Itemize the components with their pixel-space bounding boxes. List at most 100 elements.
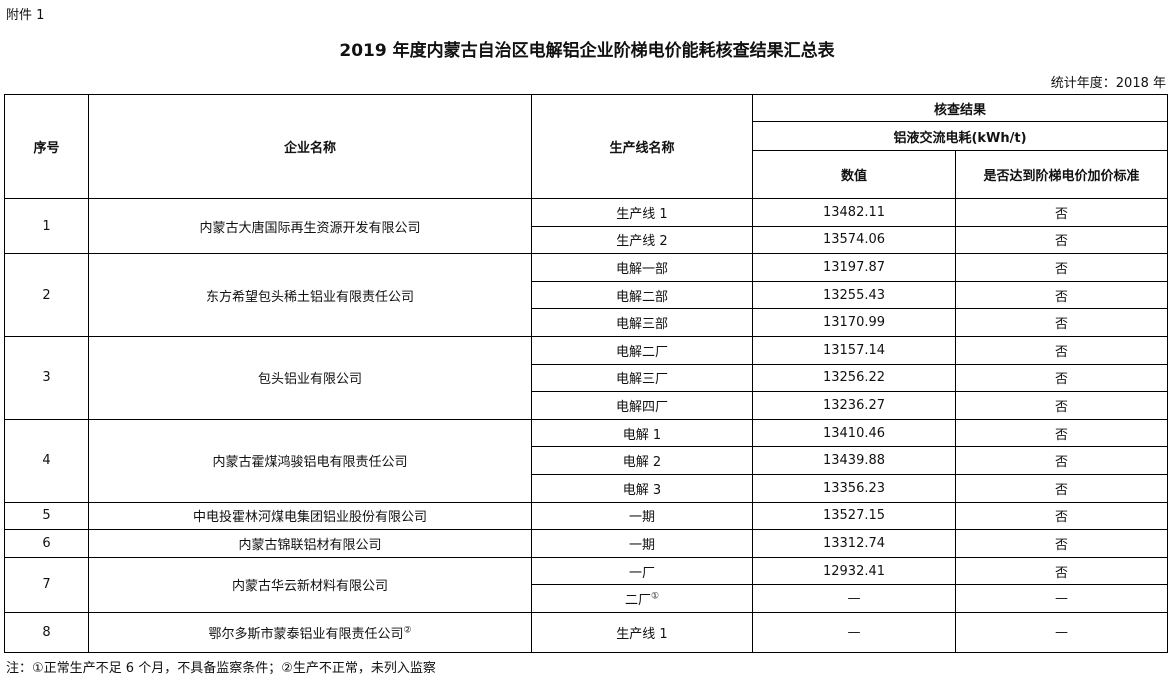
table-row: 8 鄂尔多斯市蒙泰铝业有限责任公司② 生产线 1 — — (4, 611, 1169, 653)
consumption-value-text: 13255.43 (822, 287, 886, 303)
table-row: 电解三厂 13256.22 否 (5, 363, 1169, 393)
line-name: 一厂 (531, 556, 753, 586)
table-row: 6 内蒙古锦联铝材有限公司 一期 13312.74 否 (4, 529, 1169, 558)
company-name: 内蒙古霍煤鸿骏铝电有限责任公司 (88, 418, 532, 503)
row-index: 5 (4, 501, 89, 531)
reached-standard-text: — (1055, 591, 1068, 607)
reached-standard: 否 (954, 473, 1169, 503)
page-title: 2019 年度内蒙古自治区电解铝企业阶梯电价能耗核查结果汇总表 (339, 41, 835, 61)
table-row: 电解三部 13170.99 否 (5, 308, 1169, 337)
header-value: 数值 (752, 150, 956, 199)
consumption-value: 13197.87 (752, 253, 956, 282)
company-name: 鄂尔多斯市蒙泰铝业有限责任公司② (88, 611, 532, 653)
consumption-value-text: 13312.74 (822, 535, 886, 551)
reached-standard: 否 (954, 308, 1169, 337)
header-reached: 是否达到阶梯电价加价标准 (954, 150, 1169, 199)
line-name: 电解 3 (531, 473, 753, 503)
consumption-value: 13236.27 (752, 391, 956, 420)
consumption-value: 13170.99 (752, 308, 956, 337)
company-name-text: 内蒙古大唐国际再生资源开发有限公司 (199, 220, 421, 236)
header-consumption: 铝液交流电耗(kWh/t) (751, 121, 1169, 151)
table-row: 5 中电投霍林河煤电集团铝业股份有限公司 一期 13527.15 否 (4, 501, 1169, 531)
company-name: 中电投霍林河煤电集团铝业股份有限公司 (88, 501, 532, 531)
reached-standard-text: 否 (1055, 482, 1069, 498)
line-name-text: 电解二部 (615, 289, 668, 305)
row-index-text: 2 (42, 287, 51, 303)
reached-standard-text: 否 (1055, 455, 1069, 471)
line-name-text: 电解 2 (622, 455, 662, 471)
reached-standard: 否 (954, 556, 1169, 586)
line-name: 电解 1 (531, 418, 753, 448)
line-name-text: 生产线 1 (616, 206, 668, 222)
company-name-text: 内蒙古霍煤鸿骏铝电有限责任公司 (212, 455, 408, 471)
consumption-value-text: 12932.41 (822, 563, 886, 579)
results-table: 序号 企业名称 生产线名称 核查结果 铝液交流电耗(kWh/t) 数值 是否达到… (4, 94, 1169, 653)
line-name: 电解 2 (531, 446, 753, 475)
table-row: 电解二部 13255.43 否 (5, 280, 1169, 310)
reached-standard: 否 (954, 529, 1169, 558)
table-row: 7 内蒙古华云新材料有限公司 一厂 12932.41 否 (4, 556, 1169, 613)
consumption-value-text: 13197.87 (822, 259, 886, 275)
consumption-value-text: 13527.15 (822, 508, 886, 524)
table-row: 1 内蒙古大唐国际再生资源开发有限公司 生产线 1 13482.11 否 (4, 197, 1169, 255)
reached-standard-text: 否 (1055, 289, 1069, 305)
consumption-value-text: 13439.88 (822, 453, 886, 469)
company-name: 内蒙古大唐国际再生资源开发有限公司 (88, 197, 532, 255)
line-name-text: 一厂 (628, 565, 655, 581)
line-name: 生产线 1 (531, 611, 753, 653)
company-name-text: 东方希望包头稀土铝业有限责任公司 (205, 289, 414, 305)
reached-standard-text: 否 (1055, 565, 1069, 581)
consumption-value-text: 13574.06 (822, 232, 886, 248)
consumption-value: — (752, 584, 956, 613)
table-row: 电解 2 13439.88 否 (5, 446, 1169, 475)
attachment-label: 附件 1 (6, 8, 45, 23)
consumption-value: 13312.74 (752, 529, 956, 558)
reached-standard-text: 否 (1055, 234, 1069, 250)
consumption-value-text: 13356.23 (822, 480, 886, 496)
line-name: 电解一部 (531, 253, 753, 282)
footnote: 注：①正常生产不足 6 个月，不具备监察条件；②生产不正常，未列入监察 (6, 661, 436, 676)
consumption-value-text: 13256.22 (822, 370, 886, 386)
reached-standard: 否 (954, 335, 1169, 365)
reached-standard-text: 否 (1055, 344, 1069, 360)
line-name-text: 一期 (628, 510, 655, 526)
reached-standard-text: 否 (1055, 206, 1069, 222)
row-index: 3 (4, 335, 89, 420)
consumption-value-text: 13236.27 (822, 397, 886, 413)
header-line: 生产线名称 (531, 94, 753, 199)
consumption-value-text: 13410.46 (822, 425, 886, 441)
line-name-text: 电解三厂 (615, 372, 668, 388)
company-name-text: 鄂尔多斯市蒙泰铝业有限责任公司 (208, 626, 404, 642)
line-name: 一期 (531, 501, 753, 531)
reached-standard-text: 否 (1055, 510, 1069, 526)
reached-standard-text: 否 (1055, 427, 1069, 443)
consumption-value-text: 13157.14 (822, 342, 886, 358)
reached-standard: 否 (954, 418, 1169, 448)
row-index: 7 (4, 556, 89, 613)
consumption-value: 13527.15 (752, 501, 956, 531)
company-name: 内蒙古华云新材料有限公司 (88, 556, 532, 613)
row-index-text: 6 (42, 535, 51, 551)
reached-standard-text: 否 (1055, 399, 1069, 415)
reached-standard: 否 (954, 225, 1169, 255)
consumption-value: 13482.11 (752, 198, 956, 227)
consumption-value: 12932.41 (752, 556, 956, 586)
line-name: 二厂① (531, 584, 753, 613)
company-name: 东方希望包头稀土铝业有限责任公司 (88, 253, 532, 337)
reached-standard-text: 否 (1055, 372, 1069, 388)
row-index: 2 (4, 253, 89, 337)
row-index: 4 (4, 418, 89, 503)
line-name: 电解二部 (531, 280, 753, 310)
row-index-text: 3 (42, 370, 51, 386)
reached-standard: — (954, 584, 1169, 613)
consumption-value: 13356.23 (752, 473, 956, 503)
reached-standard-text: 否 (1055, 537, 1069, 553)
consumption-value-text: 13170.99 (822, 315, 886, 331)
row-index-text: 7 (42, 577, 51, 593)
table-row: 3 包头铝业有限公司 电解二厂 13157.14 否 (4, 335, 1169, 420)
company-name-text: 中电投霍林河煤电集团铝业股份有限公司 (192, 510, 427, 526)
footnote-marker: ② (403, 625, 412, 636)
reached-standard: 否 (954, 501, 1169, 531)
line-name-text: 电解四厂 (615, 399, 668, 415)
consumption-value: 13574.06 (752, 225, 956, 255)
